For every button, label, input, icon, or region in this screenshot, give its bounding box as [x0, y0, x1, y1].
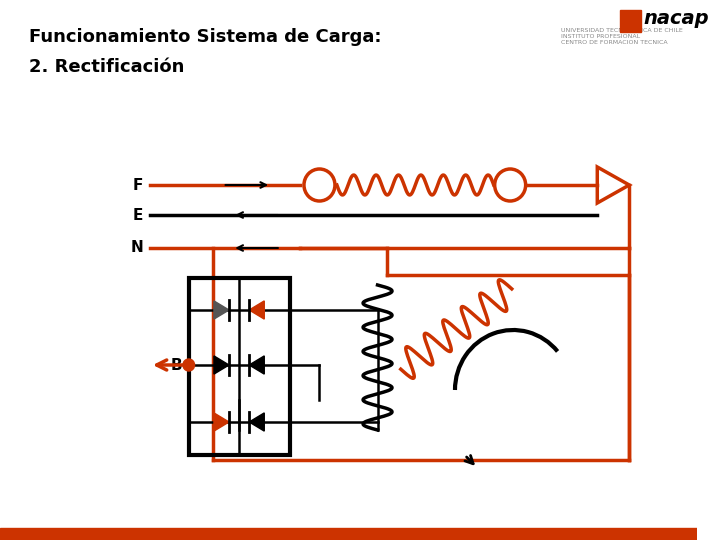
Polygon shape	[214, 301, 229, 319]
Text: UNIVERSIDAD TECNOLOGICA DE CHILE
INSTITUTO PROFESIONAL
CENTRO DE FORMACION TECNI: UNIVERSIDAD TECNOLOGICA DE CHILE INSTITU…	[562, 28, 683, 45]
Bar	[0, 528, 697, 540]
Text: Funcionamiento Sistema de Carga:: Funcionamiento Sistema de Carga:	[29, 28, 382, 46]
Circle shape	[183, 359, 194, 371]
Bar	[619, 10, 641, 32]
Polygon shape	[249, 301, 264, 319]
Polygon shape	[214, 413, 229, 431]
Text: F: F	[133, 178, 143, 192]
Bar	[189, 278, 290, 455]
Polygon shape	[249, 413, 264, 431]
Text: N: N	[130, 240, 143, 255]
Text: 2. Rectificación: 2. Rectificación	[29, 58, 184, 76]
Text: E: E	[133, 207, 143, 222]
Text: nacap: nacap	[644, 9, 709, 28]
Text: B: B	[171, 357, 182, 373]
Polygon shape	[214, 356, 229, 374]
Polygon shape	[249, 356, 264, 374]
